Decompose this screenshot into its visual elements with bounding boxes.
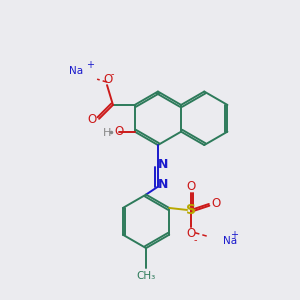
Text: N: N	[158, 178, 168, 191]
Text: O: O	[103, 73, 112, 86]
Text: +: +	[86, 60, 94, 70]
Text: O: O	[186, 227, 196, 240]
Text: CH₃: CH₃	[136, 271, 156, 281]
Text: O: O	[88, 113, 97, 126]
Text: N: N	[158, 158, 168, 171]
Text: S: S	[186, 203, 196, 217]
Text: O: O	[211, 197, 220, 211]
Text: -: -	[110, 69, 114, 79]
Text: +: +	[230, 230, 238, 240]
Text: O: O	[114, 125, 124, 138]
Text: Na: Na	[223, 236, 237, 246]
Text: -: -	[193, 235, 197, 245]
Text: H: H	[103, 128, 111, 138]
Text: O: O	[186, 180, 196, 193]
Text: Na: Na	[69, 66, 83, 76]
